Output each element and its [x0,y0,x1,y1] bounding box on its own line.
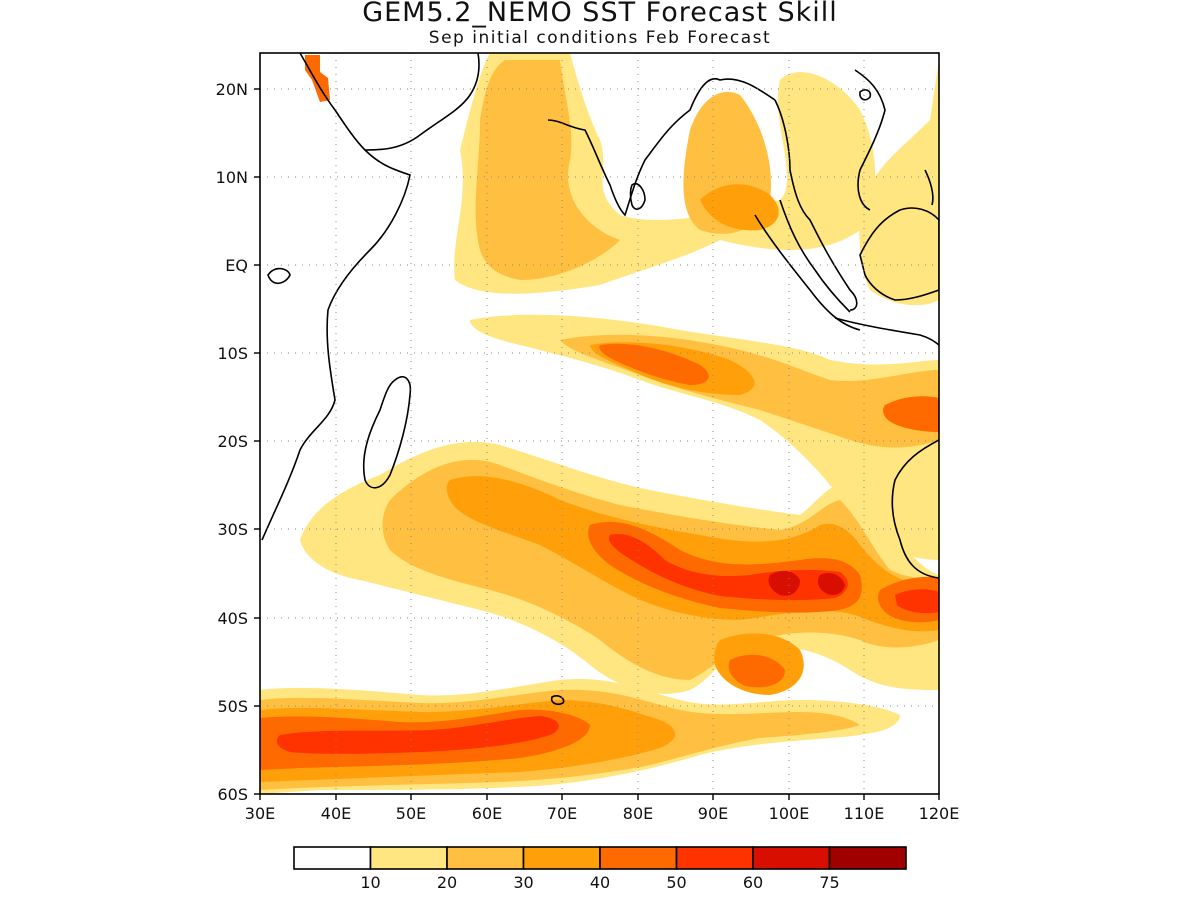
skill-region-scs [859,60,939,306]
coastline-africa-arabia [299,53,480,151]
colorbar-label-40: 40 [590,873,610,892]
lon-label-70e: 70E [547,804,577,823]
coastline-java [834,317,939,346]
coastline-kerguelen [550,695,565,705]
map-frame [259,52,940,795]
lon-label-40e: 40E [321,804,351,823]
skill-region-andaman [700,184,779,231]
coastline-socotra [267,267,291,285]
lon-label-60e: 60E [472,804,502,823]
colorbar-swatch-6 [752,846,831,870]
lat-label-30s: 30S [217,520,248,539]
skill-region-southern-ocean-50 [276,716,559,754]
coastline-vietnam-east [854,69,886,211]
lon-label-120e: 120E [919,804,960,823]
map-subtitle: Sep initial conditions Feb Forecast [428,28,772,48]
colorbar-swatch-5 [675,846,754,870]
skill-field [260,53,939,794]
lon-label-90e: 90E [698,804,728,823]
colorbar-swatch-0 [293,846,372,870]
lon-label-80e: 80E [623,804,653,823]
skill-region-45s-40 [728,654,785,688]
lat-label-50s: 50S [217,697,248,716]
skill-region-south-tropical-40 [599,343,709,385]
skill-region-red-sea [305,55,330,102]
coastline-sumatra [754,214,861,331]
coastlines [261,53,939,705]
skill-region-east-20s-40 [883,396,939,432]
coastline-india [547,78,776,217]
colorbar-swatch-1 [369,846,448,870]
coastline-borneo [859,207,939,301]
coastline-east-africa [261,149,411,541]
lon-label-110e: 110E [844,804,885,823]
colorbar-label-10: 10 [360,873,380,892]
lat-label-eq: EQ [225,256,248,275]
coastline-philippines [924,169,934,206]
skill-region-arabian-sea-20 [475,60,620,280]
colorbar-swatch-4 [599,846,678,870]
skill-region-south-tropical [470,314,939,560]
lon-label-30e: 30E [245,804,275,823]
lat-label-20s: 20S [217,432,248,451]
lat-label-10s: 10S [217,344,248,363]
lat-label-40s: 40S [217,609,248,628]
coastline-indochina [774,99,858,311]
skill-region-subtropical-60 [768,570,800,596]
coastline-hainan-taiwan [859,89,872,101]
skill-region-east-40s-50 [895,589,939,614]
colorbar-label-20: 20 [437,873,457,892]
colorbar-label-75: 75 [819,873,839,892]
coastline-malay-peninsula [779,199,851,313]
colorbar-swatch-3 [522,846,601,870]
lat-label-10n: 10N [216,168,248,187]
skill-region-subtropical-60b [817,573,845,596]
colorbar-swatch-7 [828,846,907,870]
colorbar: 10 20 30 40 50 60 75 [293,846,907,892]
colorbar-swatch-2 [446,846,525,870]
map-title: GEM5.2_NEMO SST Forecast Skill [362,0,838,28]
colorbar-label-60: 60 [743,873,763,892]
coastline-madagascar [362,376,412,489]
coastline-sri-lanka [629,182,646,210]
tick-marks [254,88,940,800]
lat-label-60s: 60S [217,785,248,804]
colorbar-label-50: 50 [666,873,686,892]
coastline-australia [891,439,939,579]
lon-label-50e: 50E [396,804,426,823]
lat-label-20n: 20N [216,80,248,99]
lon-label-100e: 100E [769,804,810,823]
colorbar-label-30: 30 [513,873,533,892]
